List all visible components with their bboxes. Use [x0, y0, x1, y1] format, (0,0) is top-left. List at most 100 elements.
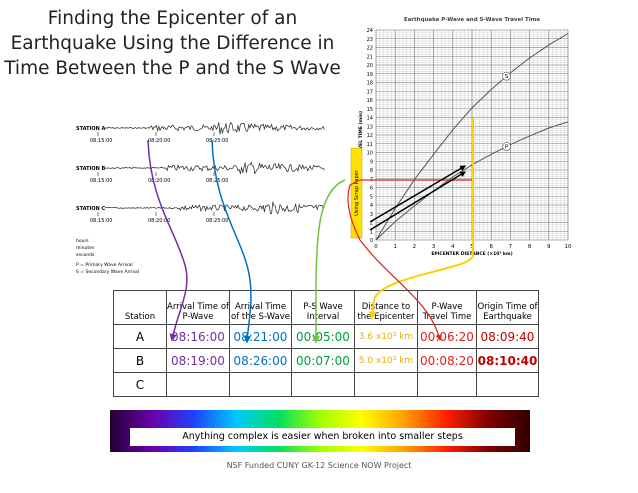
y-tick-label: 12 [367, 133, 373, 139]
y-tick-label: 0 [370, 238, 373, 244]
header-cell: P-Wave Travel Time [417, 290, 477, 325]
table-cell: 00:05:00 [291, 324, 355, 349]
header-cell: Origin Time of Earthquake [476, 290, 539, 325]
time-label: 08:15:00 [90, 218, 112, 224]
y-tick-label: 4 [370, 203, 373, 209]
header-cell: Distance to the Epicenter [354, 290, 418, 325]
header-row: Station Arrival Time of P-Wave Arrival Tim… [113, 290, 539, 325]
x-tick-label: 3 [432, 244, 436, 250]
y-tick-label: 22 [367, 46, 373, 52]
time-label: 08:20:00 [148, 218, 170, 224]
banner-text: Anything complex is easier when broken i… [130, 428, 515, 446]
legend-text: S = Secondary Wave Arrival [76, 269, 139, 275]
y-tick-label: 7 [370, 177, 373, 183]
time-label: 08:25:00 [206, 178, 228, 184]
y-tick-label: 19 [367, 72, 373, 78]
x-tick-label: 2 [413, 244, 417, 250]
time-label: 08:20:00 [148, 138, 170, 144]
y-tick-label: 5 [370, 194, 373, 200]
legend-text: seconds [76, 252, 95, 258]
y-tick-label: 2 [370, 221, 373, 227]
y-tick-label: 14 [367, 116, 373, 122]
x-tick-label: 8 [528, 244, 532, 250]
y-tick-label: 24 [367, 28, 373, 34]
x-tick-label: 10 [565, 244, 572, 250]
y-tick-label: 23 [367, 37, 373, 43]
header-cell: Station [113, 290, 167, 325]
time-label: 08:25:00 [206, 138, 228, 144]
y-tick-label: 8 [370, 168, 373, 174]
time-label: 08:25:00 [206, 218, 228, 224]
curve-label-circle [502, 71, 511, 81]
header-cell: Arrival Time of P-Wave [166, 290, 230, 325]
table-cell: 08:16:00 [166, 324, 230, 349]
y-tick-label: 6 [370, 186, 373, 192]
rainbow-banner: Anything complex is easier when broken i… [110, 410, 530, 452]
title-line: Earthquake Using the Difference in [10, 33, 335, 54]
time-label: 08:15:00 [90, 178, 112, 184]
header-cell: P-S Wave Interval [291, 290, 355, 325]
seismogram-trace [104, 201, 325, 215]
curve-label-circle [502, 142, 511, 151]
scrap-label: Using Scrap Paper [354, 169, 360, 215]
x-tick-label: 7 [509, 244, 513, 250]
y-tick-label: 9 [370, 159, 373, 165]
table-cell [354, 372, 418, 397]
y-tick-label: 10 [367, 151, 373, 157]
x-axis-label: EPICENTER DISTANCE (×10³ km) [431, 251, 512, 257]
graph-title: Earthquake P-Wave and S-Wave Travel Time [404, 17, 541, 23]
table-cell: 00:06:20 [417, 324, 477, 349]
x-tick-label: 9 [547, 244, 551, 250]
x-tick-label: 6 [489, 244, 493, 250]
legend-text: minutes [76, 245, 95, 251]
x-tick-label: 0 [374, 244, 378, 250]
table-cell: 08:21:00 [229, 324, 292, 349]
y-tick-label: 15 [367, 107, 373, 113]
data-row: A 08:16:00 08:21:00 00:05:00 3.6 x10³ km 00:0… [113, 324, 539, 349]
y-tick-label: 13 [367, 124, 373, 130]
curve-label: S [505, 74, 509, 80]
title-line: Time Between the P and the S Wave [4, 58, 341, 79]
table-cell: 00:08:20 [417, 348, 477, 373]
table-cell: 08:10:40 [476, 348, 539, 373]
table-cell: 08:09:40 [476, 324, 539, 349]
table-cell [476, 372, 539, 397]
table-cell: B [113, 348, 167, 373]
x-tick-label: 4 [451, 244, 455, 250]
station-label: STATION B [76, 166, 106, 172]
table-cell: C [113, 372, 167, 397]
seismogram-trace [104, 161, 325, 175]
time-label: 08:15:00 [90, 138, 112, 144]
y-tick-label: 3 [370, 212, 373, 218]
title-line: Finding the Epicenter of an [47, 8, 298, 29]
y-axis-label: TRAVEL TIME (min) [358, 111, 364, 159]
table-cell: 08:26:00 [229, 348, 292, 373]
footer: NSF Funded CUNY GK-12 Science NOW Projec… [226, 461, 412, 470]
header-cell: Arrival Time of the S-Wave [229, 290, 292, 325]
table-cell: A [113, 324, 167, 349]
y-tick-label: 18 [367, 81, 373, 87]
table-cell: 5.0 x10³ km [354, 348, 418, 373]
x-tick-label: 5 [470, 244, 474, 250]
table-cell [291, 372, 355, 397]
x-tick-label: 1 [393, 244, 397, 250]
y-tick-label: 1 [370, 229, 373, 235]
legend-text: hours [76, 238, 89, 244]
y-tick-label: 20 [367, 63, 373, 69]
table-cell: 08:19:00 [166, 348, 230, 373]
seismogram-trace [105, 121, 325, 135]
data-table: Station Arrival Time of P-Wave Arrival Tim… [113, 290, 539, 397]
curve-label: P [505, 145, 509, 151]
y-tick-label: 17 [367, 89, 373, 95]
time-label: 08:20:00 [148, 178, 170, 184]
station-label: STATION C [76, 206, 106, 212]
y-tick-label: 11 [367, 142, 373, 148]
legend-text: P = Primary Wave Arrival [76, 262, 133, 268]
y-tick-label: 16 [367, 98, 373, 104]
station-label: STATION A [76, 126, 106, 132]
table-cell: 00:07:00 [291, 348, 355, 373]
data-row: C [113, 372, 539, 397]
table-cell: 3.6 x10³ km [354, 324, 418, 349]
table-cell [417, 372, 477, 397]
